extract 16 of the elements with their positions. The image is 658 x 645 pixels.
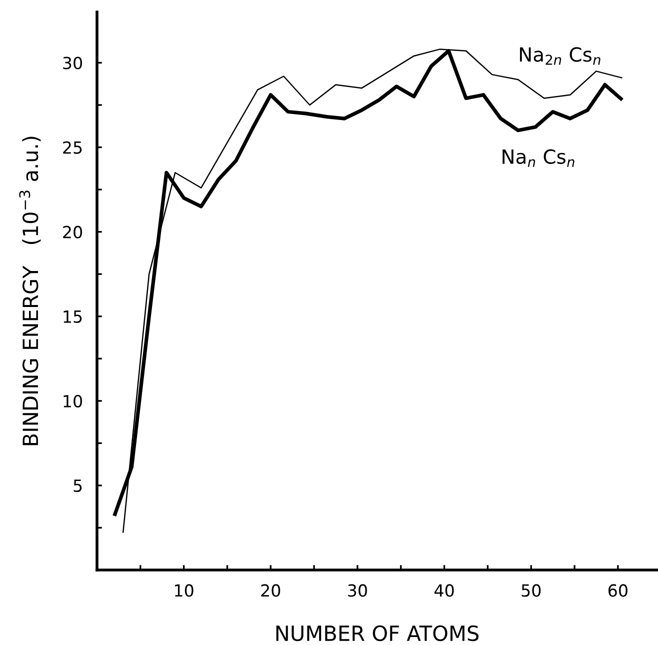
y-tick-label: 25 [63, 141, 82, 154]
y-tick-label: 20 [63, 226, 82, 238]
x-axis-title: NUMBER OF ATOMS [276, 625, 478, 642]
series-label: Na$_{n}$ Cs$_{n}$ [502, 149, 574, 167]
x-tick-label: 10 [175, 584, 194, 597]
series-label: Na$_{2n}$ Cs$_{n}$ [520, 47, 600, 65]
y-axis-title: BINDING ENERGY (10$^{−3}$ a.u.) [19, 136, 41, 446]
y-tick-label: 5 [74, 480, 82, 492]
x-tick-label: 50 [522, 584, 541, 597]
y-tick-label: 10 [64, 394, 82, 408]
x-tick-label: 60 [608, 584, 628, 597]
x-tick-label: 30 [348, 584, 367, 597]
y-tick-label: 30 [63, 56, 82, 70]
x-tick-label: 20 [261, 584, 280, 597]
y-tick-label: 15 [64, 310, 82, 323]
x-tick-label: 40 [434, 584, 454, 597]
